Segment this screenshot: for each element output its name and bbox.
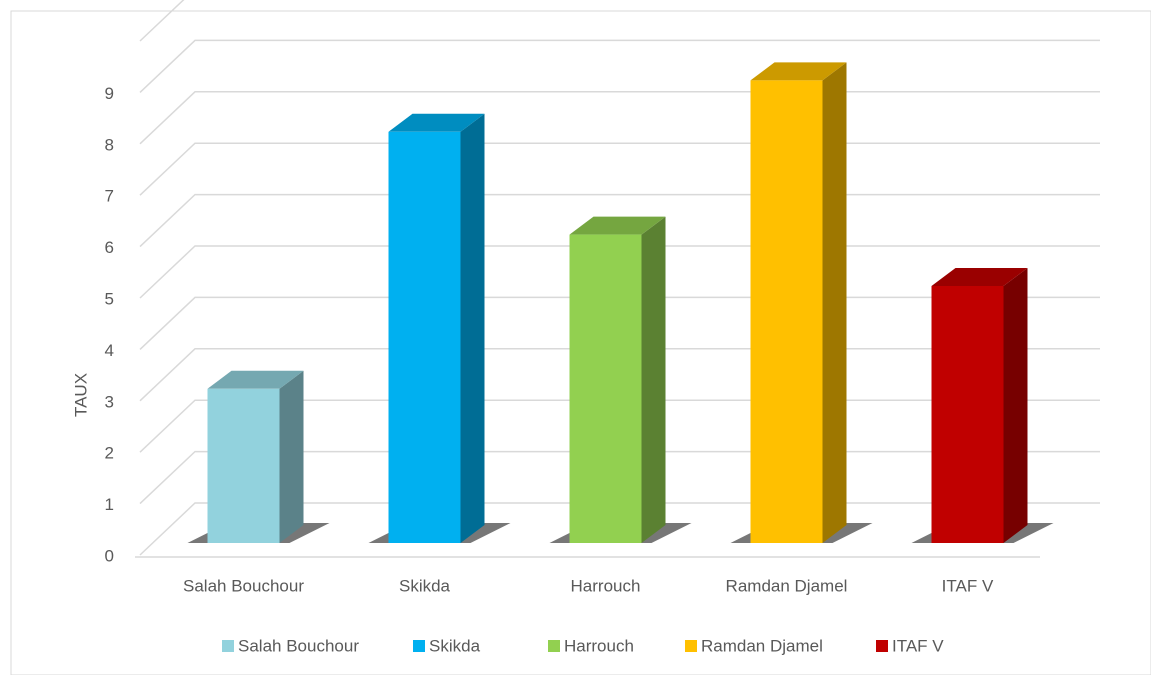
- x-tick-label: Ramdan Djamel: [726, 576, 848, 595]
- bar-top: [931, 268, 1028, 286]
- legend-label: Skikda: [429, 636, 481, 655]
- legend-swatch: [548, 640, 560, 652]
- y-axis-title: TAUX: [71, 373, 90, 417]
- grid-line: [139, 91, 1100, 145]
- bar-side: [279, 370, 304, 543]
- bar: [750, 80, 823, 544]
- legend-swatch: [876, 640, 888, 652]
- y-tick-label: 4: [105, 341, 114, 360]
- legend-swatch: [222, 640, 234, 652]
- y-tick-label: 1: [105, 495, 114, 514]
- y-tick-label: 9: [105, 84, 114, 103]
- y-tick-label: 2: [105, 444, 114, 463]
- grid-line: [139, 142, 1100, 196]
- bar: [569, 234, 642, 543]
- legend-label: ITAF V: [892, 636, 944, 655]
- y-tick-label: 0: [105, 546, 114, 565]
- bar-side: [822, 62, 847, 544]
- bar-top: [207, 370, 304, 389]
- bar-top: [569, 216, 666, 235]
- bar-side: [460, 113, 485, 544]
- legend-label: Ramdan Djamel: [701, 636, 823, 655]
- bar-side: [641, 216, 666, 543]
- legend-swatch: [685, 640, 697, 652]
- x-tick-label: Harrouch: [571, 576, 641, 595]
- y-tick-label: 3: [105, 392, 114, 411]
- bar: [931, 286, 1004, 543]
- bar-side: [1003, 268, 1028, 543]
- grid-line: [139, 0, 185, 42]
- bar-top: [750, 62, 847, 81]
- bar-top: [388, 113, 485, 132]
- y-tick-label: 8: [105, 135, 114, 154]
- bar: [388, 131, 461, 544]
- x-tick-label: Skikda: [399, 576, 451, 595]
- y-tick-label: 7: [105, 187, 114, 206]
- grid-line: [139, 39, 1100, 93]
- legend-label: Salah Bouchour: [238, 636, 359, 655]
- x-tick-label: ITAF V: [942, 576, 994, 595]
- legend-swatch: [413, 640, 425, 652]
- y-tick-label: 6: [105, 238, 114, 257]
- y-tick-label: 5: [105, 289, 114, 308]
- bar: [207, 388, 280, 543]
- x-tick-label: Salah Bouchour: [183, 576, 304, 595]
- legend-label: Harrouch: [564, 636, 634, 655]
- chart-frame: [10, 10, 1151, 675]
